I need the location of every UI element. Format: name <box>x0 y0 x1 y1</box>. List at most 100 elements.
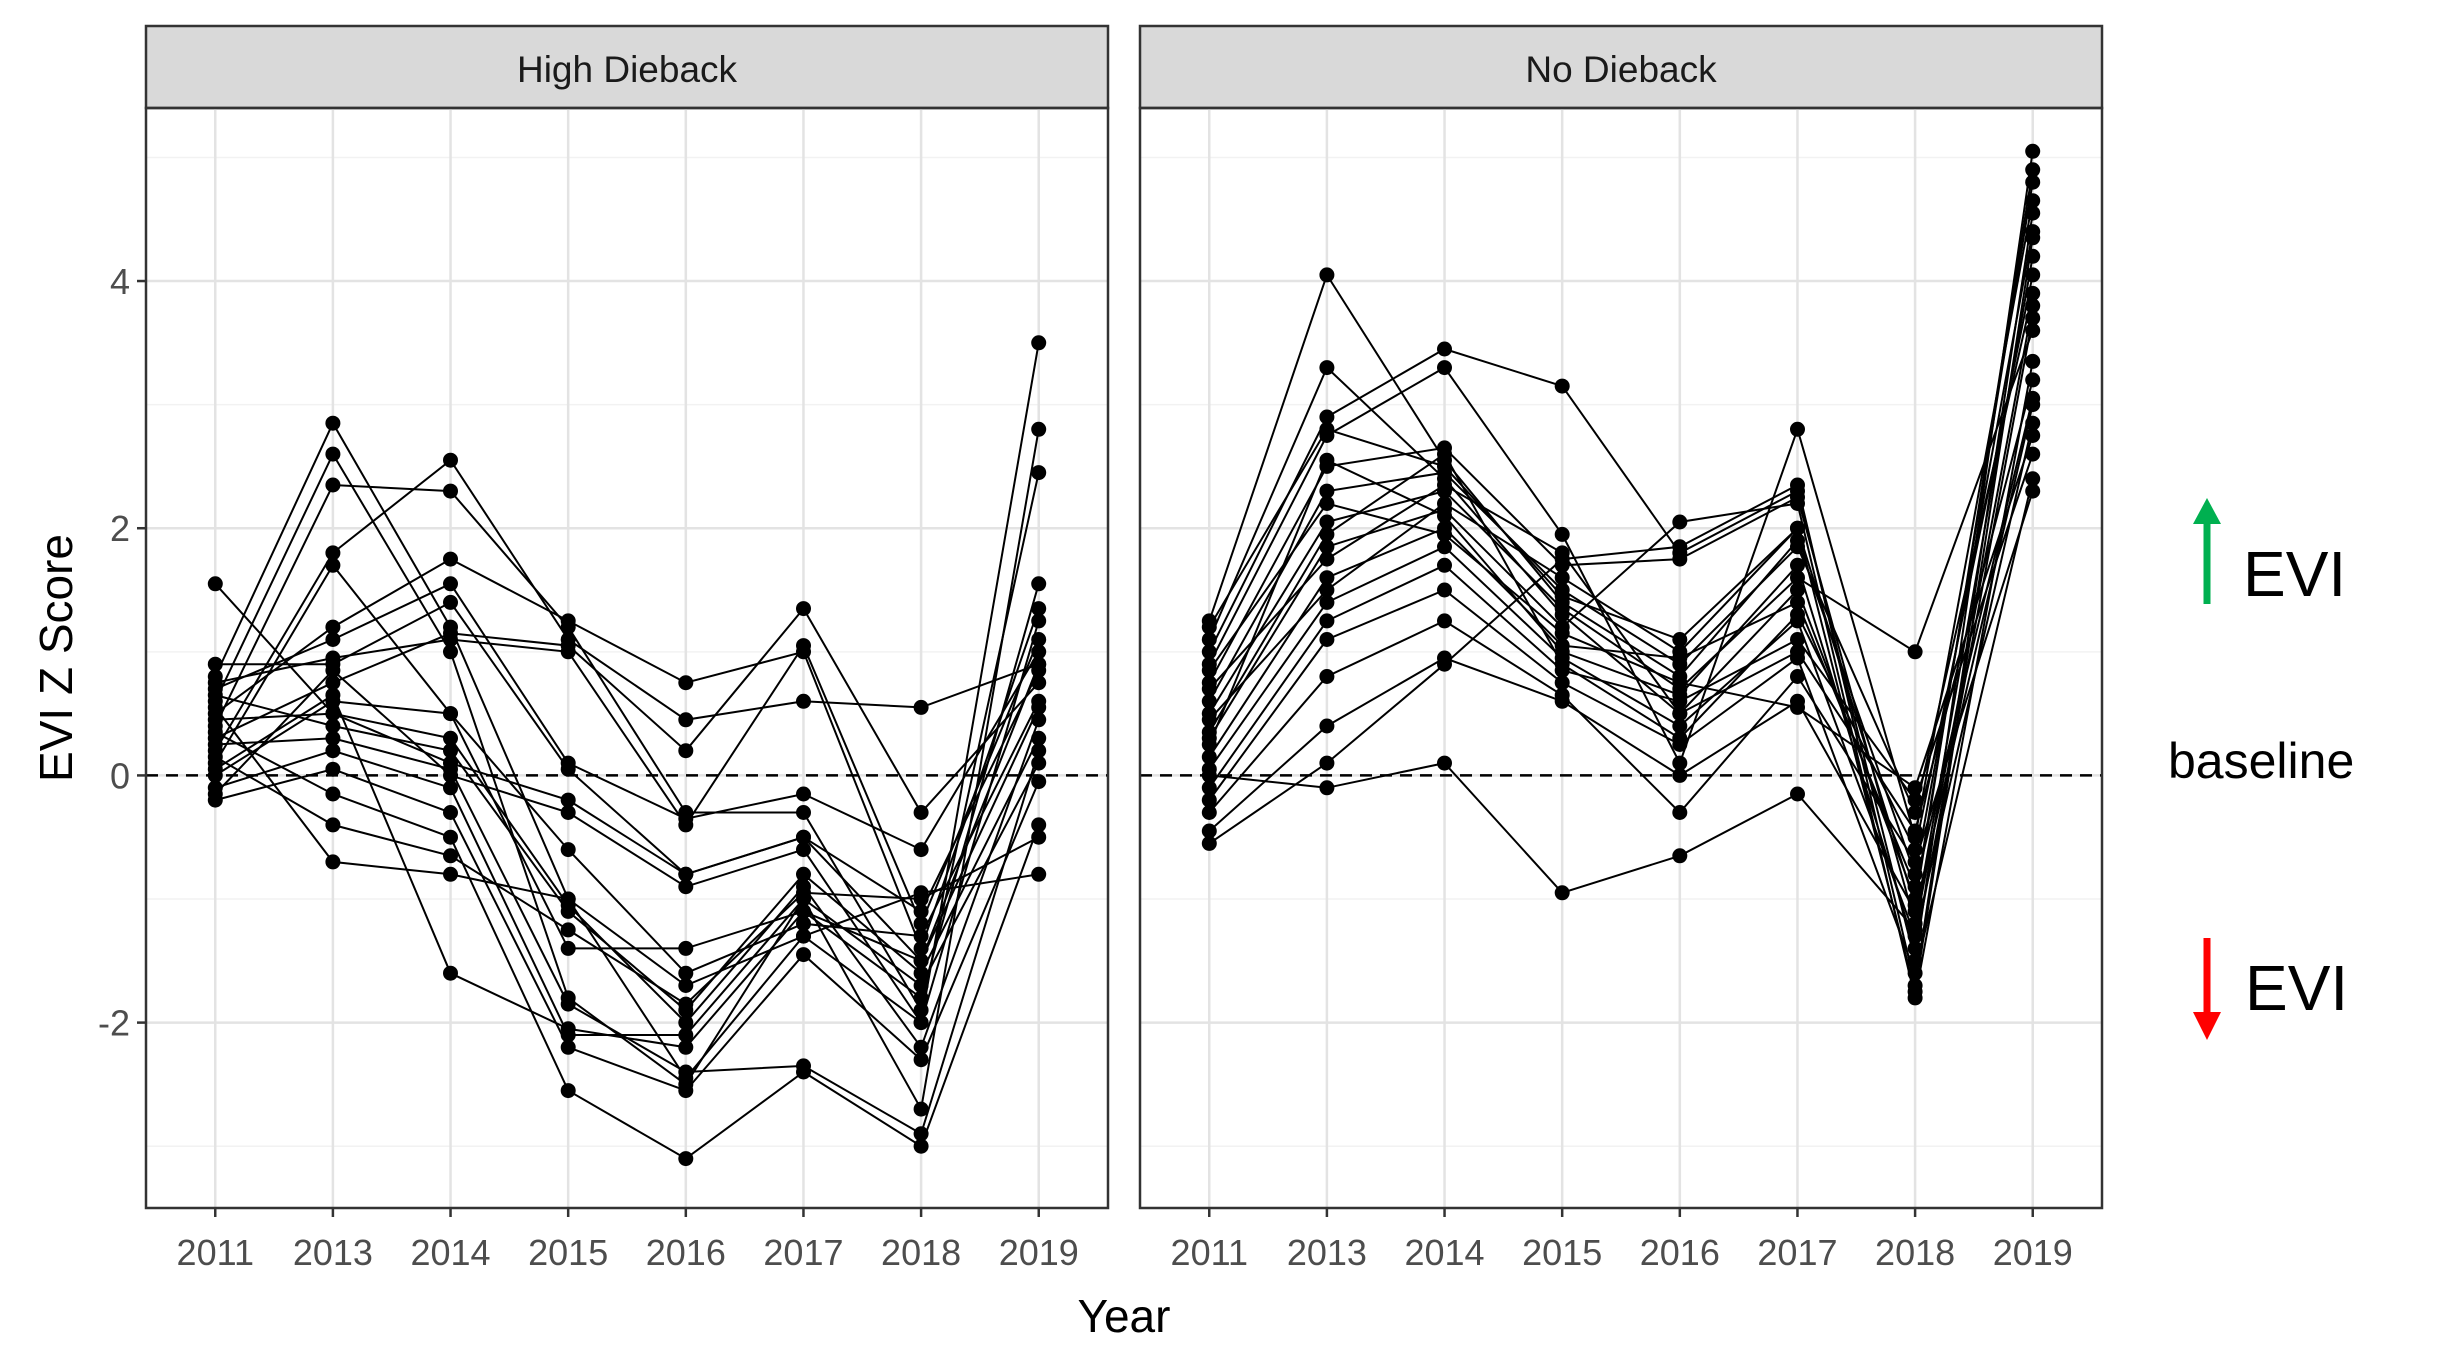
x-axis-title: Year <box>1078 1290 1171 1342</box>
data-point <box>796 786 811 802</box>
data-point <box>1672 675 1688 691</box>
data-point <box>1437 526 1452 542</box>
data-point <box>560 644 576 660</box>
data-point <box>443 594 458 610</box>
x-tick-label: 2015 <box>1522 1232 1602 1273</box>
data-point <box>1437 458 1452 474</box>
data-point <box>1031 662 1047 678</box>
data-point <box>1672 718 1688 734</box>
data-point <box>560 842 576 858</box>
data-point <box>443 452 458 468</box>
data-point <box>1672 644 1688 660</box>
series-line <box>214 693 1040 1049</box>
data-point <box>1031 866 1047 882</box>
series-points-high-dieback <box>207 335 1047 1167</box>
series-line <box>1208 237 2034 992</box>
baseline-label: baseline <box>2168 733 2354 789</box>
data-point <box>1790 557 1805 573</box>
data-point <box>1319 755 1335 771</box>
data-point <box>207 687 223 703</box>
data-point <box>678 743 694 759</box>
data-point <box>560 922 576 938</box>
data-point <box>678 965 694 981</box>
data-point <box>678 978 694 993</box>
data-point <box>1031 601 1047 617</box>
data-point <box>1031 829 1047 845</box>
data-point <box>2025 323 2041 338</box>
series-line <box>1208 404 2034 915</box>
data-point <box>443 829 458 845</box>
data-point <box>2025 298 2041 314</box>
data-point <box>678 996 694 1012</box>
data-point <box>2025 353 2041 369</box>
panel-border-no-dieback <box>1138 106 2104 1210</box>
data-point <box>1907 644 1923 660</box>
series-line <box>215 694 1040 1012</box>
data-point <box>560 903 576 919</box>
series-line <box>1208 293 2034 816</box>
data-point <box>207 656 223 672</box>
data-point <box>1554 885 1570 901</box>
data-point <box>1907 965 1923 981</box>
data-point <box>1907 940 1923 956</box>
x-ticks-no-dieback: 2011 2013 2014 2015 2016 2017 2018 2019 <box>1171 1208 2073 1273</box>
x-tick-label: 2014 <box>1404 1232 1484 1273</box>
data-point <box>913 1138 929 1154</box>
data-point <box>1790 632 1805 647</box>
panel-no-dieback: No Dieback 2011 2013 2014 2015 2016 2017 2018 2… <box>1138 24 2104 1273</box>
data-point <box>207 749 223 765</box>
series-line <box>1208 274 2034 853</box>
data-point <box>1437 341 1452 357</box>
data-point <box>1672 632 1688 647</box>
x-tick-label: 2011 <box>1171 1232 1248 1273</box>
data-point <box>443 632 458 647</box>
data-point <box>1031 712 1047 728</box>
data-point <box>1790 669 1805 684</box>
data-point <box>678 1151 694 1167</box>
data-point <box>1672 805 1688 820</box>
data-point <box>1907 984 1923 1000</box>
data-point <box>1437 582 1452 598</box>
data-point <box>560 891 576 907</box>
x-tick-label: 2016 <box>1640 1232 1720 1273</box>
data-point <box>1907 879 1923 895</box>
data-point <box>1790 520 1805 536</box>
series-line <box>1208 330 2034 715</box>
data-point <box>1907 823 1923 839</box>
data-point <box>325 687 341 703</box>
data-point <box>443 644 458 660</box>
data-point <box>1672 514 1688 530</box>
data-point <box>1319 613 1335 629</box>
data-point <box>1201 805 1217 820</box>
data-point <box>1031 632 1047 647</box>
data-point <box>913 1101 929 1117</box>
data-point <box>325 718 341 734</box>
data-point <box>2025 483 2041 499</box>
data-point <box>1319 669 1335 684</box>
series-line <box>1208 231 2034 879</box>
data-point <box>2025 285 2041 301</box>
data-point <box>1907 922 1923 938</box>
data-point <box>1907 854 1923 870</box>
series-line <box>1208 169 2034 906</box>
data-point <box>1790 477 1805 493</box>
data-point <box>1790 421 1805 437</box>
data-point <box>1672 539 1688 555</box>
data-point <box>443 551 458 567</box>
data-point <box>1201 792 1217 808</box>
data-point <box>796 903 811 919</box>
data-point <box>1031 743 1047 759</box>
data-point <box>796 693 811 709</box>
data-point <box>913 978 929 993</box>
data-point <box>560 792 576 808</box>
data-point <box>207 724 223 740</box>
y-axis-title: EVI Z Score <box>30 534 82 782</box>
data-point <box>678 675 694 691</box>
data-point <box>1319 551 1335 567</box>
x-tick-label: 2015 <box>528 1232 608 1273</box>
series-line <box>214 342 1040 1025</box>
data-point <box>1790 570 1805 586</box>
data-point <box>325 619 341 635</box>
data-point <box>443 866 458 882</box>
data-point <box>913 965 929 981</box>
